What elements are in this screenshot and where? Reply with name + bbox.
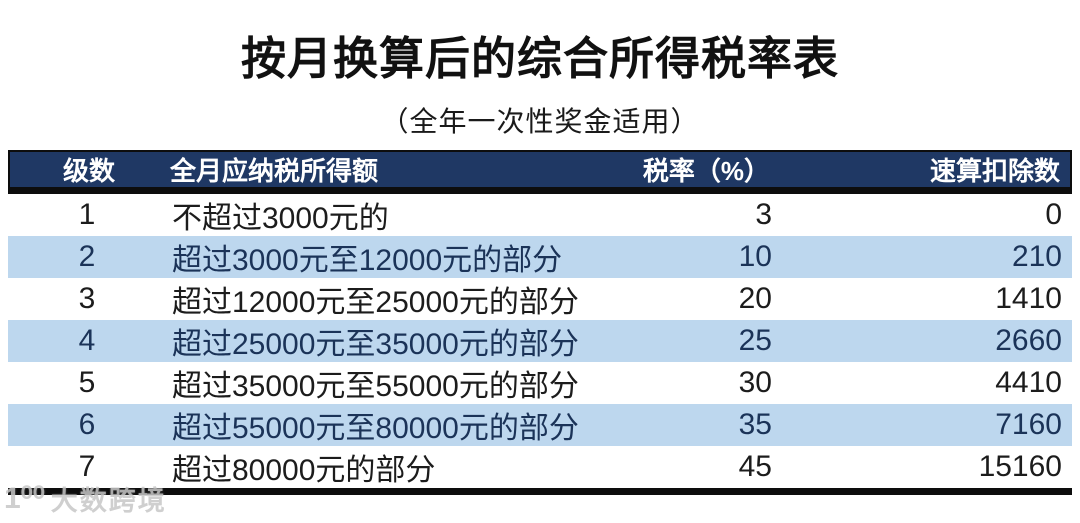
level-cell: 1 — [78, 198, 96, 231]
bracket-cell: 超过35000元至55000元的部分 — [172, 370, 579, 403]
header-tax-rate: 税率（%） — [642, 156, 770, 186]
tax-rate-table: 级数 全月应纳税所得额 税率（%） 速算扣除数 1 不超过3000元的 3 0 … — [8, 150, 1072, 495]
rate-cell: 35 — [738, 408, 772, 441]
deduction-cell: 7160 — [995, 408, 1062, 441]
deduction-cell: 1410 — [995, 282, 1062, 315]
page-subtitle: （全年一次性奖金适用） — [380, 106, 700, 137]
rate-cell: 45 — [738, 450, 772, 483]
table-header-row: 级数 全月应纳税所得额 税率（%） 速算扣除数 — [8, 150, 1072, 194]
deduction-cell: 0 — [1045, 198, 1062, 231]
table-body: 1 不超过3000元的 3 0 2 超过3000元至12000元的部分 10 2… — [8, 194, 1072, 488]
bracket-cell: 超过55000元至80000元的部分 — [172, 412, 579, 445]
level-cell: 2 — [78, 240, 96, 273]
level-cell: 5 — [78, 366, 96, 399]
deduction-cell: 2660 — [995, 324, 1062, 357]
rate-cell: 20 — [738, 282, 772, 315]
page-title: 按月换算后的综合所得税率表 — [240, 33, 839, 84]
deduction-cell: 210 — [1011, 240, 1062, 273]
header-level: 级数 — [62, 156, 115, 186]
header-taxable-income: 全月应纳税所得额 — [170, 156, 379, 186]
level-cell: 4 — [78, 324, 96, 357]
bracket-cell: 超过25000元至35000元的部分 — [172, 328, 579, 361]
table-row: 7 超过80000元的部分 45 15160 — [8, 446, 1072, 488]
bracket-cell: 不超过3000元的 — [172, 202, 389, 235]
rate-cell: 30 — [738, 366, 772, 399]
table-row: 6 超过55000元至80000元的部分 35 7160 — [8, 404, 1072, 446]
watermark: 1⁰⁰ 大数跨境 — [4, 479, 167, 518]
level-cell: 6 — [78, 408, 96, 441]
watermark-text: 大数跨境 — [50, 486, 167, 516]
bracket-cell: 超过3000元至12000元的部分 — [172, 244, 563, 277]
rate-cell: 3 — [755, 198, 772, 231]
table-row: 1 不超过3000元的 3 0 — [8, 194, 1072, 236]
table-row: 3 超过12000元至25000元的部分 20 1410 — [8, 278, 1072, 320]
bracket-cell: 超过80000元的部分 — [172, 454, 436, 487]
deduction-cell: 4410 — [995, 366, 1062, 399]
table-row: 2 超过3000元至12000元的部分 10 210 — [8, 236, 1072, 278]
table-row: 5 超过35000元至55000元的部分 30 4410 — [8, 362, 1072, 404]
table-row: 4 超过25000元至35000元的部分 25 2660 — [8, 320, 1072, 362]
level-cell: 3 — [78, 282, 96, 315]
watermark-logo-icon: 1⁰⁰ — [4, 482, 45, 515]
bracket-cell: 超过12000元至25000元的部分 — [172, 286, 579, 319]
rate-cell: 10 — [738, 240, 772, 273]
rate-cell: 25 — [738, 324, 772, 357]
deduction-cell: 15160 — [978, 450, 1062, 483]
header-quick-deduction: 速算扣除数 — [929, 156, 1060, 186]
table-bottom-rule — [8, 488, 1072, 495]
level-cell: 7 — [78, 450, 96, 483]
